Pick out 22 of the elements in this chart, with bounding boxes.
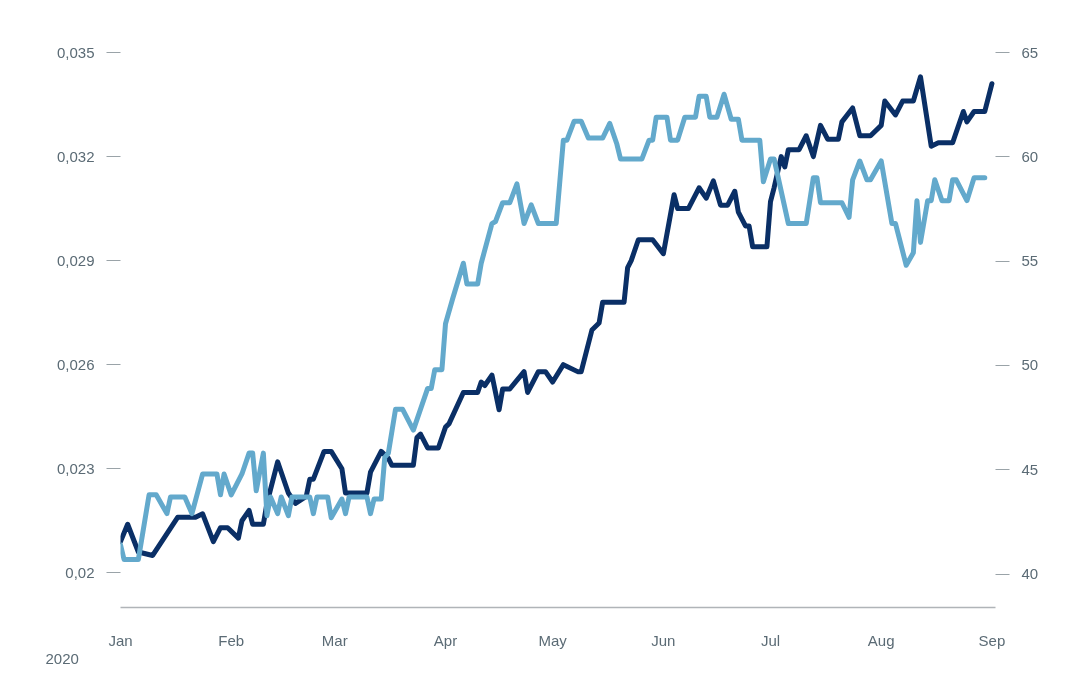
y-tick-label: 0,035: [56, 43, 95, 61]
x-tick-label: May: [538, 631, 568, 649]
y-tick-label: 0,029: [56, 251, 95, 269]
x-tick-label: Mar: [321, 631, 348, 649]
x-tick-label: Jun: [651, 631, 676, 649]
y2-tick-label: 65: [1021, 43, 1039, 61]
y2-tick-label: 60: [1021, 147, 1039, 165]
x-tick-label: Sep: [978, 631, 1006, 649]
x-axis-title: 2020: [45, 649, 79, 667]
x-tick-label: Feb: [218, 631, 245, 649]
y-tick-label: 0,02: [65, 563, 95, 581]
y2-tick-label: 45: [1021, 460, 1039, 478]
x-tick-label: Apr: [433, 631, 458, 649]
y-tick-label: 0,032: [56, 147, 95, 165]
x-tick-label: Aug: [867, 631, 895, 649]
y2-tick-label: 50: [1021, 356, 1039, 374]
y-tick-label: 0,026: [56, 355, 95, 373]
x-tick-label: Jul: [760, 631, 781, 649]
x-tick-label: Jan: [108, 631, 133, 649]
y2-tick-label: 55: [1021, 252, 1039, 270]
y-tick-label: 0,023: [56, 459, 95, 477]
y2-tick-label: 40: [1021, 565, 1039, 583]
